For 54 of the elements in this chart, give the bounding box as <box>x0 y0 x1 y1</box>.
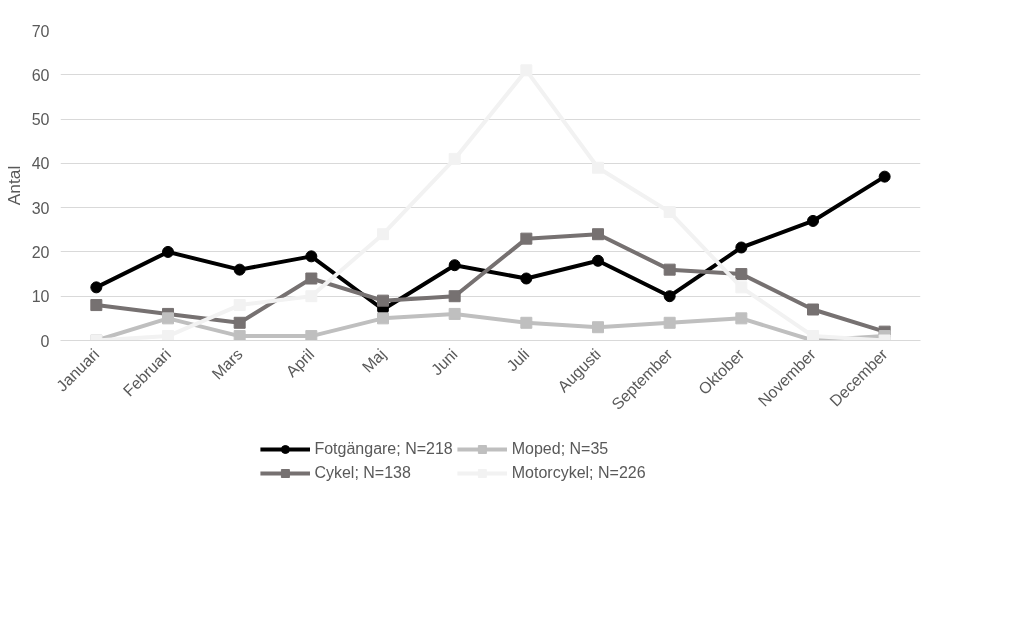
point <box>592 161 604 174</box>
point <box>305 272 318 285</box>
point <box>448 259 461 272</box>
point <box>162 330 174 341</box>
y-tick-label: 20 <box>31 243 50 261</box>
x-tick-label: Juni <box>427 345 461 379</box>
legend-label: Moped; N=35 <box>511 440 609 458</box>
point <box>305 290 318 303</box>
point <box>807 330 819 341</box>
point <box>448 152 461 165</box>
point <box>305 250 318 263</box>
point <box>520 232 533 245</box>
point <box>520 64 533 77</box>
point <box>735 312 748 325</box>
point <box>162 245 174 258</box>
point <box>90 281 103 294</box>
point <box>162 312 174 325</box>
y-tick-label: 10 <box>31 288 50 306</box>
point <box>663 290 676 303</box>
y-tick-label: 40 <box>31 155 50 173</box>
point <box>592 228 604 241</box>
point <box>233 330 246 341</box>
point <box>520 272 533 285</box>
point <box>663 316 676 329</box>
point <box>90 299 103 312</box>
x-tick-label: Maj <box>358 345 390 376</box>
y-tick-label: 50 <box>31 111 50 129</box>
point <box>233 263 246 276</box>
point <box>448 307 461 320</box>
point <box>377 294 389 307</box>
point <box>377 312 389 325</box>
point <box>807 303 819 316</box>
point <box>233 316 246 329</box>
legend-label: Motorcykel; N=226 <box>511 464 646 482</box>
y-tick-label: 30 <box>31 199 50 217</box>
y-axis-title: Antal <box>3 165 24 206</box>
point <box>663 206 676 219</box>
y-tick-label: 70 <box>31 22 50 40</box>
point <box>520 316 533 329</box>
point <box>592 254 604 267</box>
point <box>305 330 318 341</box>
point <box>735 268 748 281</box>
y-tick-label: 60 <box>31 66 50 84</box>
point <box>448 290 461 303</box>
y-tick-label: 0 <box>40 332 50 350</box>
point <box>592 321 604 334</box>
point <box>807 214 819 227</box>
point <box>735 281 748 294</box>
legend-label: Cykel; N=138 <box>314 464 411 482</box>
point <box>735 241 748 254</box>
x-tick-label: Juli <box>503 345 533 375</box>
point <box>663 263 676 276</box>
legend-label: Fotgängare; N=218 <box>314 440 453 458</box>
point <box>878 170 891 183</box>
